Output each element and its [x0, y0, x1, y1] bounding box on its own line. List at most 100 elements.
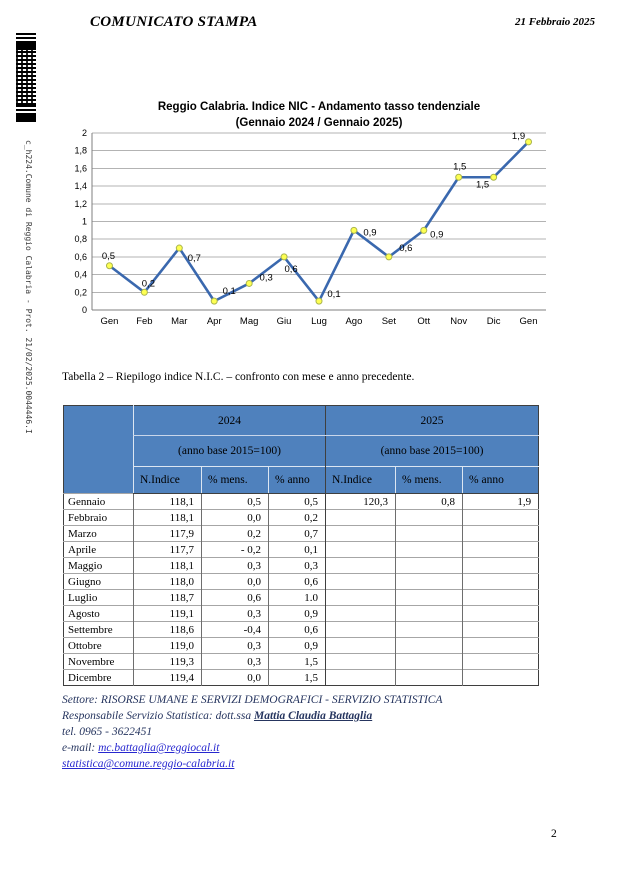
chart-text: 1,6 — [74, 163, 87, 173]
data-point-marker — [175, 244, 183, 252]
chart-text: 0,6 — [399, 243, 412, 254]
value-cell: 0,3 — [201, 637, 269, 654]
barcode-block — [16, 41, 36, 50]
column-header-mens: % mens. — [201, 466, 269, 494]
responsible-prefix: Responsabile Servizio Statistica: dott.s… — [62, 710, 254, 722]
value-cell — [325, 621, 396, 638]
chart-text: 0,9 — [363, 227, 376, 238]
table-row: Gennaio 118,1 0,5 0,5 120,3 0,8 1,9 — [63, 493, 539, 510]
protocol-barcode-icon — [16, 33, 36, 122]
data-point-marker — [105, 262, 113, 270]
value-cell: 118,1 — [133, 493, 202, 510]
value-cell: 0,6 — [267, 573, 326, 590]
value-cell — [325, 653, 396, 670]
value-cell — [395, 557, 463, 574]
value-cell: 0,0 — [201, 573, 269, 590]
chart-text: 0,5 — [102, 251, 115, 262]
chart-text: Ott — [417, 316, 430, 327]
data-point-marker — [525, 138, 533, 146]
value-cell: 1,5 — [267, 669, 326, 686]
data-point-marker — [455, 173, 463, 181]
nic-trend-line-chart: 0 0,2 0,4 0,6 0,8 1 1,2 1,4 1,6 1,8 2 Reggio Calabr… — [74, 101, 546, 327]
month-cell: Ottobre — [63, 637, 134, 654]
column-header-nindice: N.Indice — [325, 466, 396, 494]
value-cell: 0,8 — [395, 493, 463, 510]
page-number: 2 — [551, 828, 557, 840]
email-link-2[interactable]: statistica@comune.reggio-calabria.it — [62, 758, 235, 770]
chart-text: 1,4 — [74, 181, 87, 191]
chart-text: Nov — [450, 316, 467, 327]
value-cell — [395, 605, 463, 622]
chart-text: 0,3 — [260, 272, 273, 283]
value-cell — [325, 557, 396, 574]
chart-text: 0,8 — [74, 234, 87, 244]
chart-text: Lug — [311, 316, 327, 327]
value-cell: 0,2 — [201, 525, 269, 542]
chart-text: 1,5 — [453, 161, 466, 172]
chart-text: 0,1 — [223, 286, 236, 297]
value-cell: 119,1 — [133, 605, 202, 622]
email-link-1[interactable]: mc.battaglia@reggiocal.it — [98, 742, 220, 754]
chart-text: (Gennaio 2024 / Gennaio 2025) — [236, 117, 403, 129]
chart-text: 0,7 — [188, 253, 201, 264]
value-cell: 0,6 — [201, 589, 269, 606]
barcode-block — [16, 113, 36, 122]
base-header-2024: (anno base 2015=100) — [132, 435, 326, 467]
data-point-marker — [315, 297, 323, 305]
value-cell — [325, 573, 396, 590]
footer-block: Settore: RISORSE UMANE E SERVIZI DEMOGRA… — [62, 692, 443, 772]
data-point-marker — [245, 279, 253, 287]
chart-text: 1,5 — [476, 179, 489, 190]
value-cell — [325, 605, 396, 622]
value-cell: 0,3 — [201, 653, 269, 670]
value-cell: 0,0 — [201, 669, 269, 686]
month-cell: Luglio — [63, 589, 134, 606]
protocol-stamp-text: c_h224.Comune di Reggio Calabria - Prot.… — [24, 140, 33, 434]
value-cell: 119,0 — [133, 637, 202, 654]
barcode-stripes — [16, 105, 36, 113]
value-cell — [395, 653, 463, 670]
table-row: Novembre 119,3 0,3 1,5 — [63, 653, 539, 670]
data-point-marker — [420, 226, 428, 234]
column-header-anno: % anno — [462, 466, 539, 494]
month-cell: Febbraio — [63, 509, 134, 526]
data-point-marker — [140, 288, 148, 296]
value-cell: 118,6 — [133, 621, 202, 638]
value-cell — [395, 669, 463, 686]
value-cell: 119,4 — [133, 669, 202, 686]
chart-text: Apr — [207, 316, 222, 327]
value-cell: 117,9 — [133, 525, 202, 542]
value-cell: 0,7 — [267, 525, 326, 542]
value-cell: 117,7 — [133, 541, 202, 558]
value-cell — [462, 557, 539, 574]
base-header-2025: (anno base 2015=100) — [325, 435, 539, 467]
value-cell — [395, 509, 463, 526]
chart-text: Dic — [487, 316, 501, 327]
value-cell: 1,5 — [267, 653, 326, 670]
data-point-marker — [490, 173, 498, 181]
value-cell — [462, 669, 539, 686]
month-cell: Dicembre — [63, 669, 134, 686]
value-cell: 0,9 — [267, 637, 326, 654]
value-cell — [325, 589, 396, 606]
value-cell: 118,0 — [133, 573, 202, 590]
chart-text: 0,4 — [74, 270, 87, 280]
year-header-2025: 2025 — [325, 405, 539, 436]
value-cell: - 0,2 — [201, 541, 269, 558]
chart-text: 1,2 — [74, 199, 87, 209]
value-cell: 1,9 — [462, 493, 539, 510]
column-header-nindice: N.Indice — [133, 466, 202, 494]
table-row: Maggio 118,1 0,3 0,3 — [63, 557, 539, 574]
chart-text: Mar — [171, 316, 187, 327]
value-cell — [462, 621, 539, 638]
chart-text: 0,6 — [284, 264, 297, 275]
value-cell — [462, 509, 539, 526]
document-title: COMUNICATO STAMPA — [90, 14, 258, 30]
year-header-2024: 2024 — [132, 405, 326, 436]
month-cell: Gennaio — [63, 493, 134, 510]
document-date: 21 Febbraio 2025 — [514, 16, 595, 28]
barcode-matrix — [16, 50, 36, 105]
data-point-marker — [350, 226, 358, 234]
value-cell: 0,2 — [267, 509, 326, 526]
value-cell: 0,5 — [267, 493, 326, 510]
